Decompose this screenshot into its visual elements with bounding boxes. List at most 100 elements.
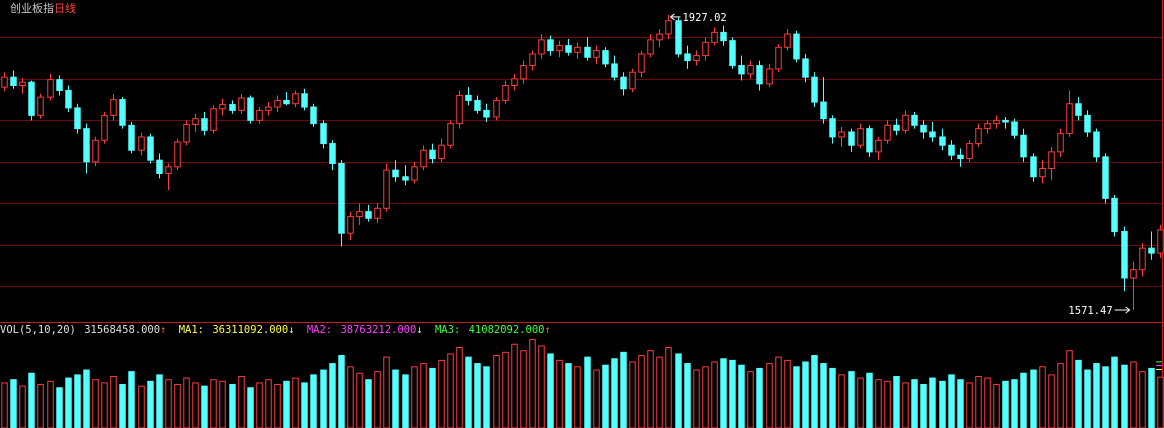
candle-body: [811, 76, 818, 103]
candle-body: [966, 143, 973, 160]
volume-bar: [19, 385, 26, 428]
volume-bar: [656, 356, 663, 428]
volume-bar: [811, 355, 818, 428]
volume-bar: [1157, 376, 1164, 428]
candle-body: [829, 118, 836, 138]
volume-bar: [329, 363, 336, 428]
volume-bar: [83, 369, 90, 428]
candle-body: [156, 159, 163, 174]
volume-bar: [28, 372, 35, 428]
candle-body: [866, 128, 873, 153]
candle-body: [1139, 247, 1146, 271]
candle-body: [56, 79, 63, 91]
volume-bar: [292, 377, 299, 428]
volume-bar: [838, 374, 845, 428]
candle-body: [365, 211, 372, 219]
candle-body: [565, 45, 572, 53]
volume-bar: [884, 380, 891, 428]
volume-bar: [529, 338, 536, 428]
candle-body: [238, 97, 245, 111]
volume-bar: [110, 375, 117, 428]
candle-body: [119, 99, 126, 126]
volume-bar: [574, 366, 581, 428]
volume-bar: [893, 375, 900, 428]
volume-bar: [1002, 380, 1009, 428]
volume-bar: [647, 350, 654, 428]
candle-body: [793, 33, 800, 60]
volume-bar: [47, 380, 54, 428]
candle-body: [1148, 247, 1155, 254]
volume-bar: [957, 379, 964, 428]
volume-bar: [611, 358, 618, 428]
candle-body: [529, 53, 536, 67]
volume-bar: [766, 363, 773, 428]
candle-body: [210, 108, 217, 131]
volume-bar: [356, 372, 363, 428]
candle-body: [83, 128, 90, 163]
volume-bar: [347, 366, 354, 428]
volume-bars: [1, 338, 1164, 428]
candle-body: [720, 31, 727, 42]
volume-bar: [201, 385, 208, 428]
candle-body: [738, 65, 745, 75]
candle-body: [229, 104, 236, 111]
candle-body: [611, 63, 618, 78]
candle-body: [447, 123, 454, 146]
candle-body: [684, 53, 691, 62]
candle-body: [647, 39, 654, 55]
volume-bar: [556, 359, 563, 428]
candle-body: [374, 207, 381, 219]
candle-body: [92, 139, 99, 163]
high-label: 1927.02: [682, 12, 726, 24]
volume-bar: [784, 359, 791, 428]
candle-body: [902, 114, 909, 131]
volume-bar: [875, 379, 882, 428]
volume-bar: [711, 361, 718, 428]
candle-body: [920, 124, 927, 133]
candle-body: [693, 55, 700, 62]
volume-bar: [702, 366, 709, 428]
candle-body: [802, 58, 809, 78]
candle-body: [556, 45, 563, 52]
volume-bar: [147, 380, 154, 428]
ma-value: 41082092.000: [469, 324, 545, 336]
volume-bar: [192, 382, 199, 428]
candle-body: [538, 39, 545, 55]
candle-body: [101, 114, 108, 141]
volume-bar: [465, 356, 472, 428]
volume-bar: [320, 369, 327, 428]
volume-bar: [756, 367, 763, 428]
candle-body: [256, 109, 263, 121]
volume-bar: [411, 366, 418, 428]
volume-bar: [929, 377, 936, 428]
volume-legend: VOL(5,10,20) 31568458.000↑ MA1: 36311092…: [0, 324, 551, 336]
candle-body: [1011, 121, 1018, 136]
volume-bar: [848, 371, 855, 428]
candle-body: [201, 118, 208, 131]
candle-body: [1, 76, 8, 88]
volume-bar: [684, 363, 691, 428]
candle-body: [584, 46, 591, 58]
candle-body: [456, 94, 463, 125]
volume-bar: [383, 356, 390, 428]
candle-body: [675, 20, 682, 55]
volume-bar: [1057, 363, 1064, 428]
volume-bar: [1020, 372, 1027, 428]
candle-body: [1130, 269, 1137, 279]
volume-bar: [438, 359, 445, 428]
candle-body: [620, 76, 627, 90]
volume-bar: [911, 379, 918, 428]
volume-bar: [966, 382, 973, 428]
candle-body: [283, 99, 290, 105]
candle-body: [1084, 114, 1091, 133]
volume-bar: [1030, 369, 1037, 428]
volume-bar: [119, 384, 126, 428]
volume-bar: [1039, 366, 1046, 428]
candle-body: [884, 124, 891, 141]
volume-bar: [210, 379, 217, 428]
candle-body: [47, 79, 54, 98]
volume-bar: [866, 372, 873, 428]
candle-body: [993, 119, 1000, 125]
candle-body: [183, 123, 190, 143]
